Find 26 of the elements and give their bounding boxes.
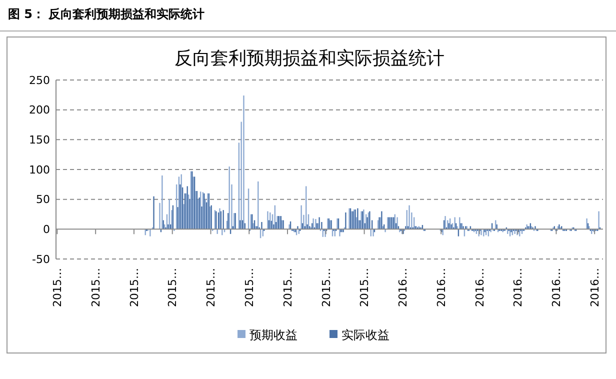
x-tick-label: 2015…: [51, 268, 64, 307]
x-tick-label: 2015…: [166, 268, 180, 307]
y-tick-label: 100: [29, 163, 50, 176]
x-tick-label: 2015…: [89, 268, 102, 307]
x-tick-label: 2015…: [358, 268, 372, 307]
y-tick-label: 250: [29, 74, 50, 87]
y-tick-label: -50: [32, 252, 50, 266]
x-tick-label: 2016…: [434, 268, 448, 307]
y-tick-label: 200: [29, 104, 50, 117]
x-tick-label: 2016…: [588, 268, 602, 307]
chart-title: 反向套利预期损益和实际损益统计: [174, 48, 444, 69]
legend-label: 实际收益: [342, 328, 390, 342]
x-tick-label: 2015…: [128, 268, 141, 307]
x-tick-label: 2016…: [512, 268, 525, 307]
y-tick-label: 150: [29, 134, 50, 147]
x-tick-label: 2015…: [242, 268, 256, 307]
x-tick-label: 2016…: [396, 268, 410, 307]
x-tick-label: 2016…: [550, 268, 564, 307]
x-tick-label: 2015…: [281, 268, 294, 307]
x-tick-label: 2016…: [473, 268, 486, 307]
y-tick-label: 50: [36, 193, 50, 206]
caption: 图 5： 反向套利预期损益和实际统计: [8, 7, 205, 21]
x-tick-label: 2015…: [320, 268, 333, 307]
x-tick-label: 2015…: [204, 268, 218, 307]
y-tick-label: 0: [43, 223, 50, 236]
legend-label: 预期收益: [250, 328, 298, 342]
